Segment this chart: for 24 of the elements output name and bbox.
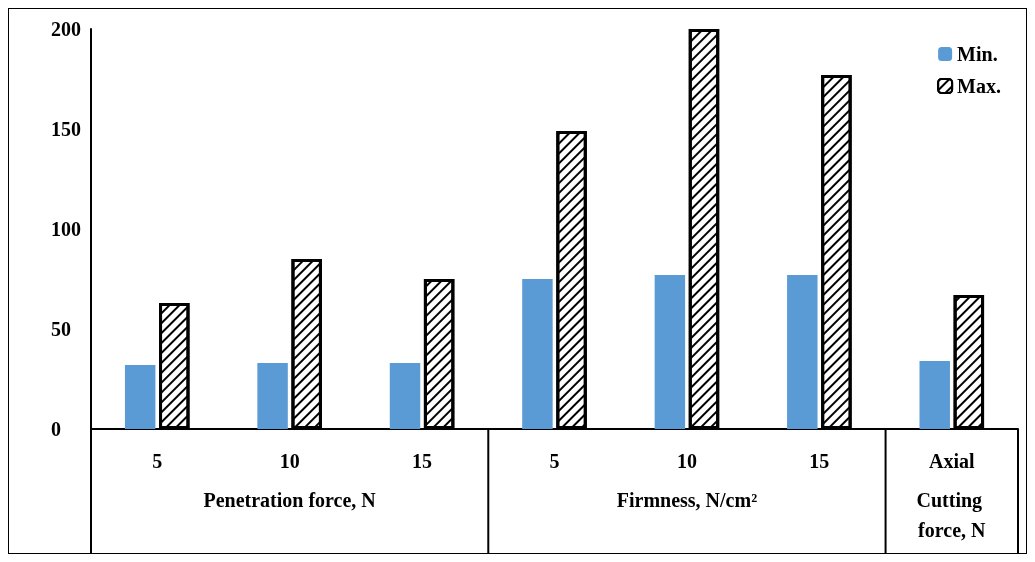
bar [389,363,421,429]
text: Cutting force, N [916,489,988,541]
legend-label: Max. [957,75,1002,97]
bar [654,275,686,429]
text: Firmness, N/cm² [616,489,758,511]
y-tick-label: 0 [51,418,61,440]
y-tick-label: 150 [51,118,81,140]
y-tick-label: 50 [51,318,71,340]
bar [919,361,950,429]
x-tick-label: 15 [412,450,433,472]
bar [787,275,818,429]
bar [124,365,156,429]
x-tick-label: 15 [809,450,830,472]
x-tick-label: 5 [152,450,163,472]
x-tick-label: 10 [676,450,697,472]
bar [522,279,553,429]
x-tick-label: 10 [279,450,300,472]
x-tick-label: 5 [549,450,560,472]
y-tick-label: 100 [51,218,81,240]
legend-label: Min. [957,43,998,65]
x-tick-label: Axial [929,450,975,472]
text: Penetration force, N [203,489,377,511]
bar [257,363,288,429]
y-tick-label: 200 [51,18,81,40]
